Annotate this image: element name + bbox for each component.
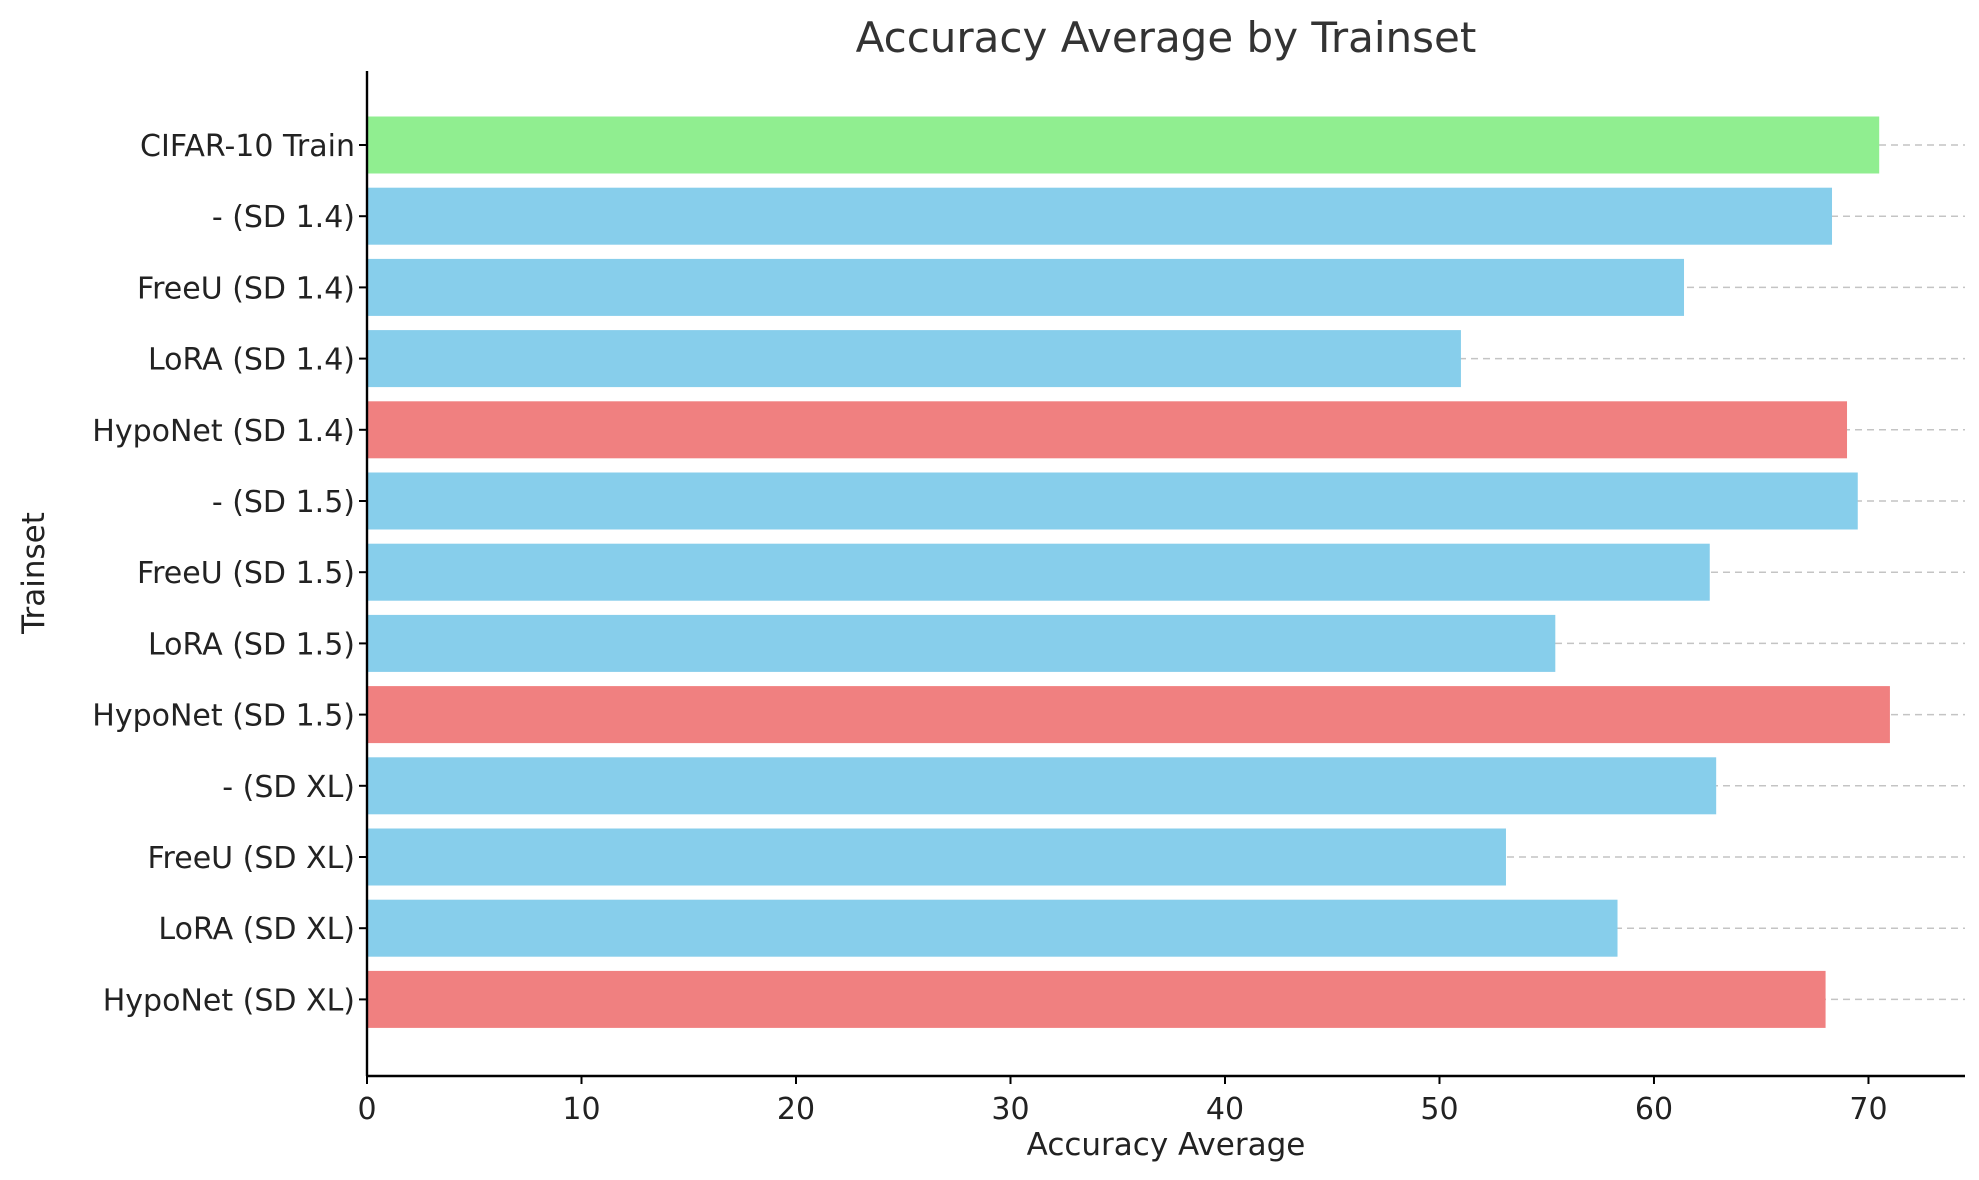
bar xyxy=(367,614,1556,672)
y-tick-label: HypoNet (SD 1.5) xyxy=(92,699,355,734)
y-tick-layer: CIFAR-10 Train - (SD 1.4) FreeU (SD 1.4) Lo… xyxy=(92,129,367,1018)
x-tick-layer: 0 10 20 30 40 50 60 70 xyxy=(357,1076,1888,1127)
axis-layer xyxy=(365,71,1965,1078)
y-tick-label: FreeU (SD 1.5) xyxy=(137,556,355,591)
y-tick-label: FreeU (SD 1.4) xyxy=(137,271,355,306)
bar xyxy=(367,543,1710,601)
bar xyxy=(367,970,1826,1028)
y-tick-label: LoRA (SD 1.5) xyxy=(148,627,355,662)
y-tick-label: - (SD 1.4) xyxy=(212,200,355,235)
y-tick-label: CIFAR-10 Train xyxy=(140,129,355,164)
x-tick-label: 30 xyxy=(991,1092,1029,1127)
y-tick-label: HypoNet (SD 1.4) xyxy=(92,414,355,449)
y-tick-label: LoRA (SD 1.4) xyxy=(148,343,355,378)
bar xyxy=(367,401,1848,459)
bar xyxy=(367,472,1858,530)
x-tick-label: 10 xyxy=(562,1092,600,1127)
x-axis-label: Accuracy Average xyxy=(1027,1127,1306,1163)
chart-title: Accuracy Average by Trainset xyxy=(856,13,1477,62)
y-tick-label: FreeU (SD XL) xyxy=(147,841,355,876)
y-axis-label: Trainset xyxy=(16,512,52,635)
bar xyxy=(367,258,1685,316)
bar xyxy=(367,686,1890,744)
bar xyxy=(367,116,1880,174)
x-tick-label: 50 xyxy=(1420,1092,1458,1127)
bar xyxy=(367,330,1461,388)
x-tick-label: 0 xyxy=(357,1092,376,1127)
y-tick-label: LoRA (SD XL) xyxy=(158,912,355,947)
x-tick-label: 20 xyxy=(777,1092,815,1127)
x-tick-label: 40 xyxy=(1206,1092,1244,1127)
y-tick-label: - (SD 1.5) xyxy=(212,485,355,520)
bar-layer xyxy=(367,116,1890,1028)
x-tick-label: 60 xyxy=(1635,1092,1673,1127)
y-tick-label: - (SD XL) xyxy=(222,770,355,805)
x-tick-label: 70 xyxy=(1849,1092,1887,1127)
bar xyxy=(367,757,1717,815)
bar xyxy=(367,828,1506,886)
bar xyxy=(367,187,1833,245)
y-tick-label: HypoNet (SD XL) xyxy=(103,983,355,1018)
bar xyxy=(367,899,1618,957)
